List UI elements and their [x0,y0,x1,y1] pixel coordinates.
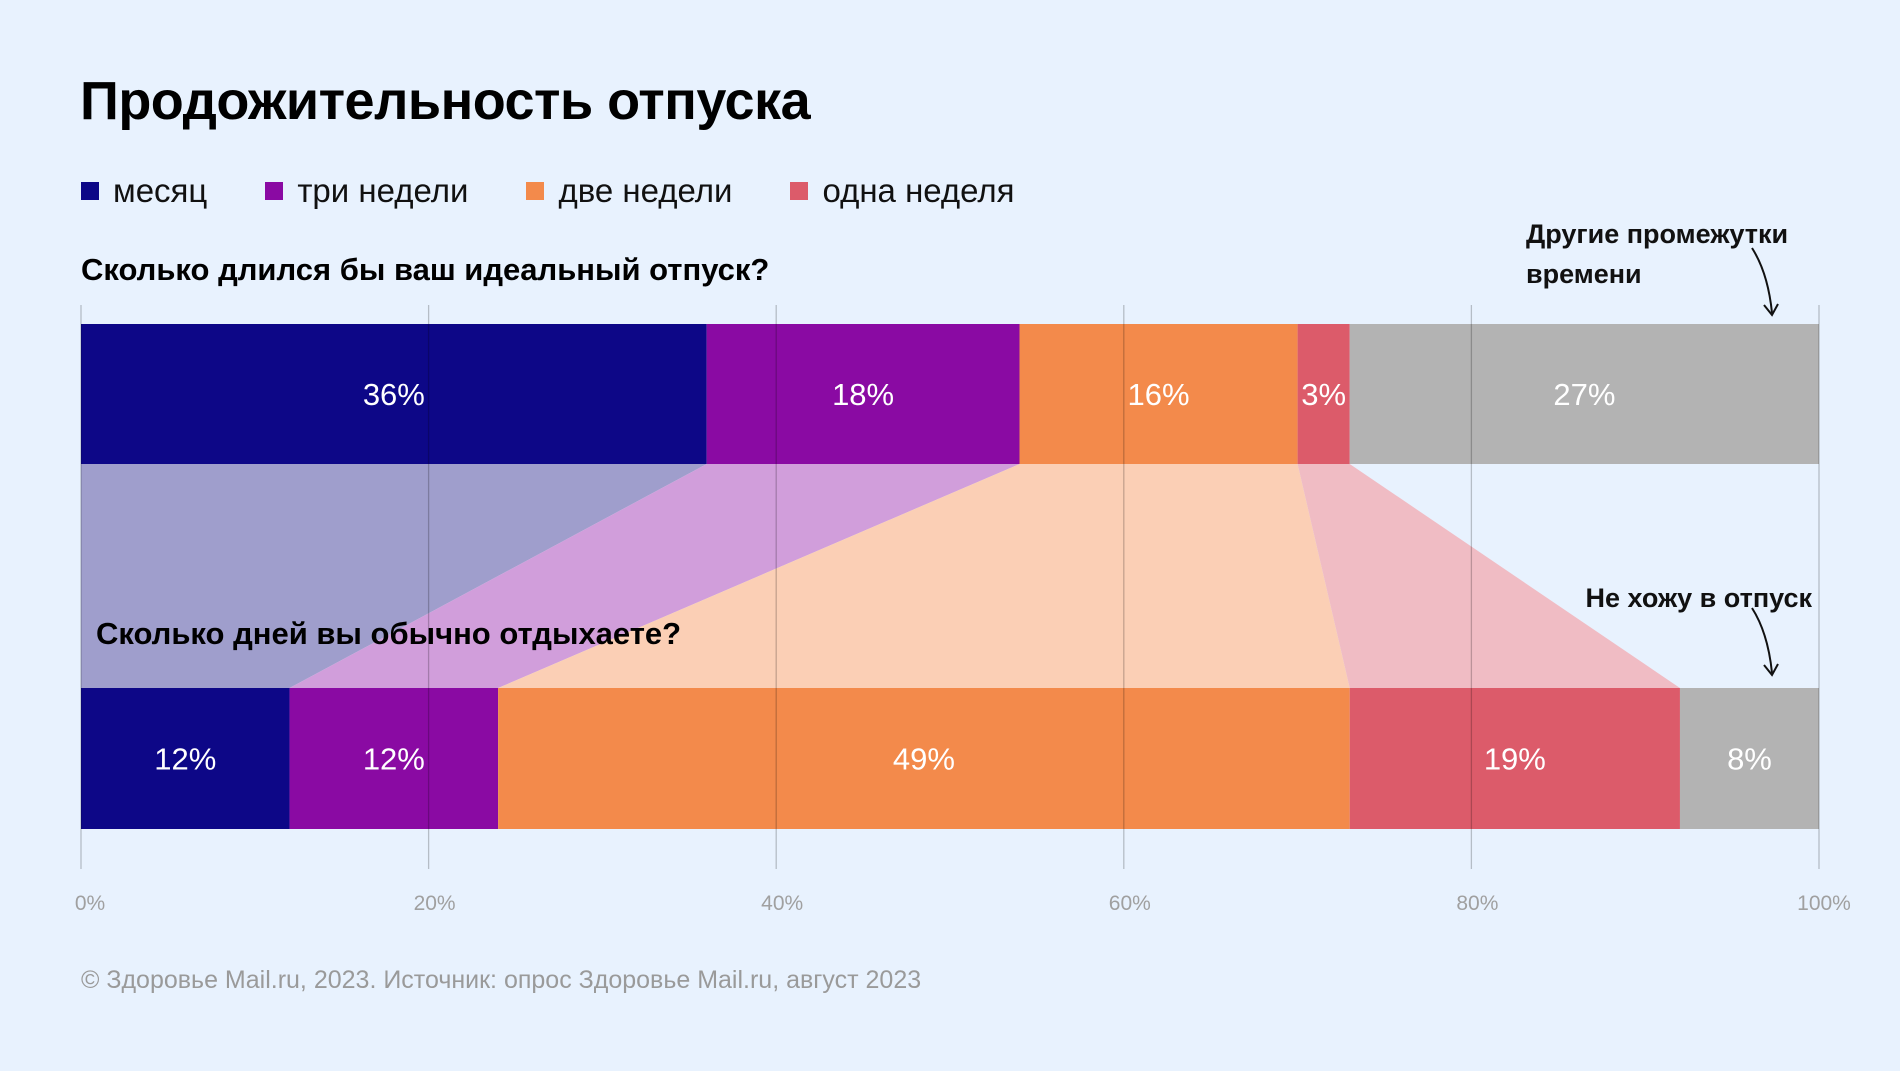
legend-item-one-week: одна неделя [790,172,1015,210]
bar-segment [81,688,290,829]
data-label: 8% [1727,742,1772,777]
bar-segment [81,324,707,464]
link-0 [81,464,707,688]
question-usual: Сколько дней вы обычно отдыхаете? [96,616,682,651]
legend: месяц три недели две недели одна неделя [81,172,1015,210]
bar-segment [706,324,1020,464]
x-tick-label: 80% [1456,892,1498,915]
bar-segment [1349,688,1680,829]
data-label: 18% [832,377,894,412]
bar-segment [1679,688,1819,829]
link-2 [498,464,1350,688]
arrow-head-icon [1763,303,1779,317]
legend-swatch [526,182,545,200]
x-tick-label: 20% [414,892,456,915]
data-label: 49% [893,742,955,777]
legend-label: две недели [558,172,733,209]
legend-swatch [81,182,99,200]
link-1 [289,464,1020,688]
chart-title: Продожительность отпуска [80,71,811,131]
legend-label: три недели [297,172,469,209]
data-label: 16% [1128,377,1190,412]
data-label: 27% [1553,377,1615,412]
legend-item-two-weeks: две недели [526,172,732,210]
arrow-head-icon [1763,663,1779,677]
annotation-no-vacation: Не хожу в отпуск [1585,583,1812,613]
arrow-icon [1751,247,1773,314]
legend-swatch [265,182,284,200]
bar-segment [1297,324,1350,464]
data-label: 36% [363,377,425,412]
data-label: 12% [363,742,425,777]
data-label: 12% [154,742,216,777]
question-ideal: Сколько длился бы ваш идеальный отпуск? [81,252,770,287]
x-tick-label: 40% [761,892,803,915]
link-3 [1297,464,1680,688]
legend-label: месяц [113,172,208,209]
bar-segment [1349,324,1819,464]
annotation-other-periods: Другие промежутки времени [1526,219,1789,289]
x-tick-label: 0% [75,892,105,915]
data-label: 3% [1301,377,1346,412]
legend-swatch [790,182,809,200]
legend-item-month: месяц [81,172,207,210]
legend-item-three-weeks: три недели [265,172,468,210]
bar-segment [289,688,499,829]
data-label: 19% [1484,742,1546,777]
bar-segment [1019,324,1298,464]
x-tick-label: 60% [1109,892,1151,915]
footer-source: © Здоровье Mail.ru, 2023. Источник: опро… [81,966,922,994]
arrow-icon [1751,607,1773,674]
legend-label: одна неделя [822,172,1015,209]
x-tick-label: 100% [1797,892,1851,915]
bar-segment [498,688,1350,829]
